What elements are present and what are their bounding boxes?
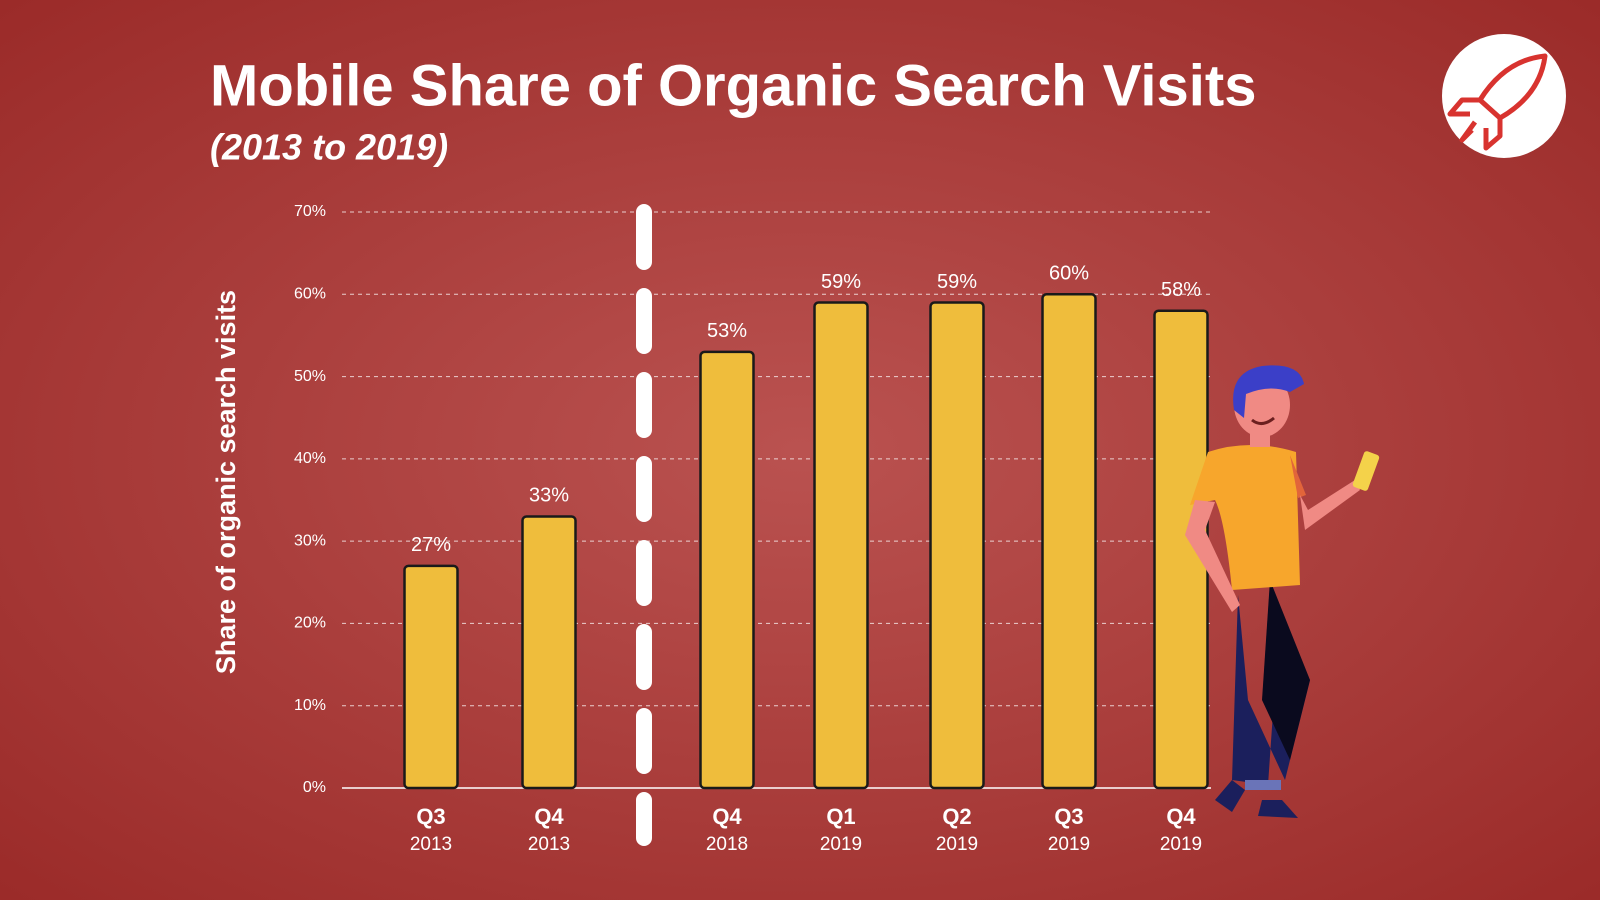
x-tick-sublabel: 2019 bbox=[1048, 834, 1090, 855]
bar bbox=[521, 515, 577, 790]
y-axis-label: Share of organic search visits bbox=[211, 290, 241, 674]
bar bbox=[403, 564, 459, 790]
y-tick-label: 10% bbox=[294, 697, 326, 714]
y-tick-label: 40% bbox=[294, 450, 326, 467]
chart-title: Mobile Share of Organic Search Visits bbox=[210, 53, 1257, 118]
chart-subtitle: (2013 to 2019) bbox=[210, 127, 448, 168]
x-tick-label: Q3 bbox=[1054, 804, 1083, 829]
x-tick-sublabel: 2019 bbox=[1160, 834, 1202, 855]
x-tick-sublabel: 2019 bbox=[820, 834, 862, 855]
rocket-logo bbox=[1442, 34, 1566, 158]
x-tick-sublabel: 2013 bbox=[410, 834, 452, 855]
value-label: 60% bbox=[1049, 263, 1089, 285]
y-tick-label: 70% bbox=[294, 203, 326, 220]
value-label: 59% bbox=[937, 271, 977, 293]
value-label: 27% bbox=[411, 534, 451, 556]
bar bbox=[699, 350, 755, 790]
x-tick-label: Q2 bbox=[942, 804, 971, 829]
x-tick-sublabel: 2018 bbox=[706, 834, 748, 855]
y-tick-label: 50% bbox=[294, 368, 326, 385]
value-label: 59% bbox=[821, 271, 861, 293]
x-tick-label: Q1 bbox=[826, 804, 855, 829]
value-label: 53% bbox=[707, 320, 747, 342]
x-tick-label: Q4 bbox=[1166, 804, 1196, 829]
x-tick-label: Q4 bbox=[534, 804, 564, 829]
bar bbox=[1041, 293, 1097, 790]
value-label: 33% bbox=[529, 485, 569, 507]
x-tick-sublabel: 2019 bbox=[936, 834, 978, 855]
y-tick-label: 20% bbox=[294, 615, 326, 632]
x-tick-label: Q4 bbox=[712, 804, 742, 829]
y-tick-label: 60% bbox=[294, 286, 326, 303]
y-tick-label: 30% bbox=[294, 532, 326, 549]
bar bbox=[813, 301, 869, 790]
plot-area: 0% 10% 20% 30% 40% 50% 60% 70% 27% Q3 2013 33% Q4 201… bbox=[294, 203, 1211, 855]
value-label: 58% bbox=[1161, 279, 1201, 301]
x-tick-sublabel: 2013 bbox=[528, 834, 570, 855]
y-tick-label: 0% bbox=[303, 779, 326, 796]
x-tick-label: Q3 bbox=[416, 804, 445, 829]
person-illustration bbox=[1185, 365, 1380, 818]
bar bbox=[929, 301, 985, 790]
